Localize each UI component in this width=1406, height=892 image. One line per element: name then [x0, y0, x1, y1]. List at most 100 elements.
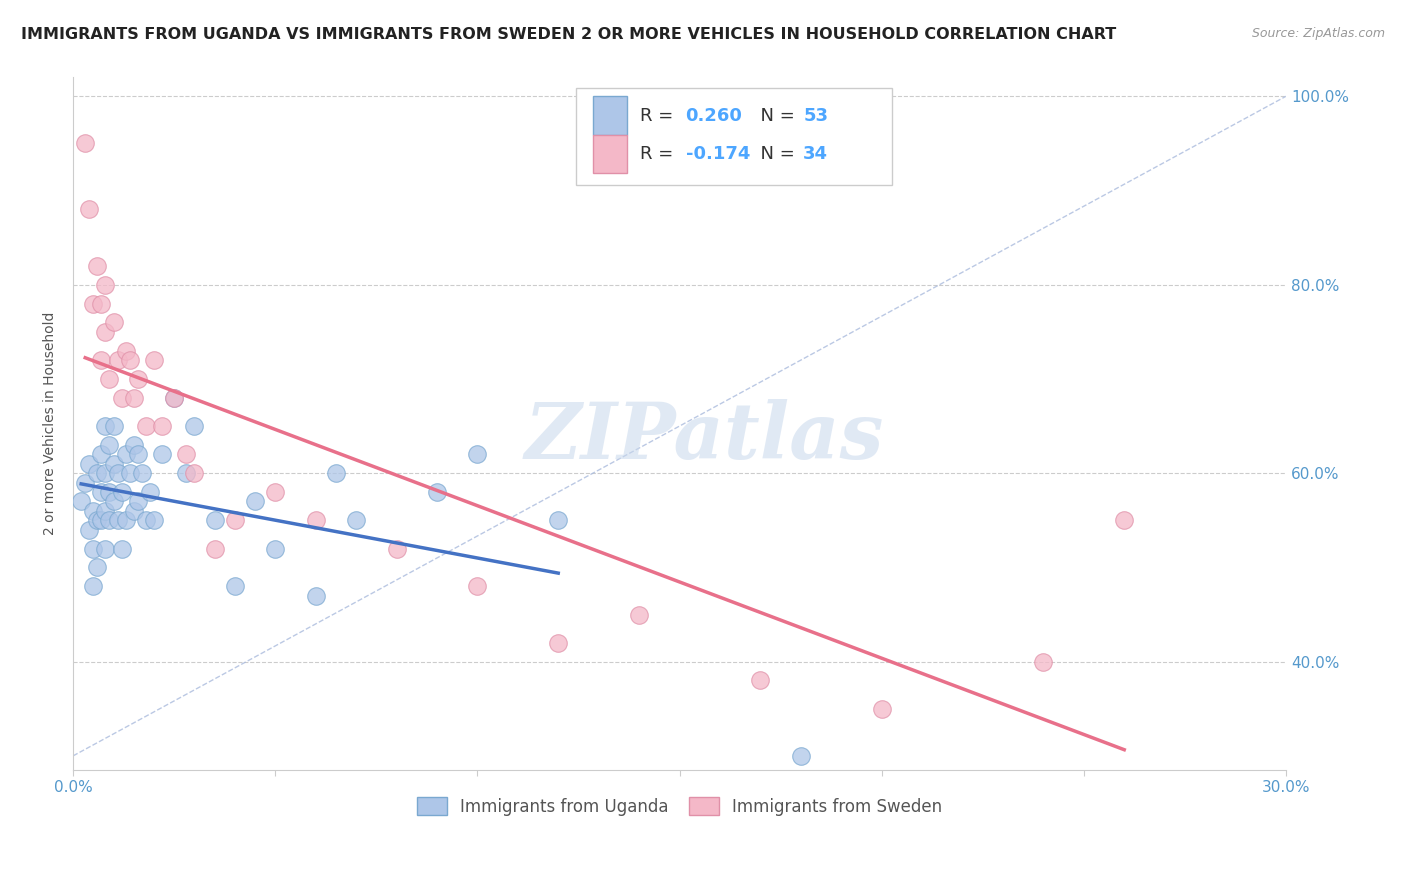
Point — [628, 607, 651, 622]
Point — [790, 748, 813, 763]
Point — [142, 353, 165, 368]
Point — [90, 485, 112, 500]
Text: N =: N = — [748, 106, 800, 125]
Point — [103, 419, 125, 434]
Point — [131, 466, 153, 480]
Legend: Immigrants from Uganda, Immigrants from Sweden: Immigrants from Uganda, Immigrants from … — [409, 789, 950, 824]
FancyBboxPatch shape — [576, 87, 891, 185]
FancyBboxPatch shape — [593, 135, 627, 173]
Point — [385, 541, 408, 556]
Point — [110, 541, 132, 556]
Point — [86, 513, 108, 527]
Point — [103, 315, 125, 329]
Point — [183, 466, 205, 480]
Point — [118, 466, 141, 480]
Point — [107, 466, 129, 480]
Point — [103, 494, 125, 508]
FancyBboxPatch shape — [593, 96, 627, 135]
Point — [204, 541, 226, 556]
Point — [467, 579, 489, 593]
Point — [127, 372, 149, 386]
Point — [135, 513, 157, 527]
Point — [98, 485, 121, 500]
Point — [325, 466, 347, 480]
Point — [90, 513, 112, 527]
Point — [98, 438, 121, 452]
Point — [82, 579, 104, 593]
Point — [86, 560, 108, 574]
Point — [98, 513, 121, 527]
Point — [1032, 655, 1054, 669]
Text: R =: R = — [640, 145, 679, 162]
Point — [174, 466, 197, 480]
Point — [94, 466, 117, 480]
Point — [82, 504, 104, 518]
Point — [110, 485, 132, 500]
Point — [94, 504, 117, 518]
Point — [77, 202, 100, 217]
Point — [110, 391, 132, 405]
Point — [98, 372, 121, 386]
Point — [103, 457, 125, 471]
Point — [224, 513, 246, 527]
Point — [114, 447, 136, 461]
Point — [90, 296, 112, 310]
Point — [150, 419, 173, 434]
Point — [82, 296, 104, 310]
Point — [114, 513, 136, 527]
Point — [243, 494, 266, 508]
Point — [77, 457, 100, 471]
Text: IMMIGRANTS FROM UGANDA VS IMMIGRANTS FROM SWEDEN 2 OR MORE VEHICLES IN HOUSEHOLD: IMMIGRANTS FROM UGANDA VS IMMIGRANTS FRO… — [21, 27, 1116, 42]
Point — [163, 391, 186, 405]
Point — [224, 579, 246, 593]
Point — [139, 485, 162, 500]
Point — [107, 353, 129, 368]
Point — [75, 136, 97, 151]
Point — [344, 513, 367, 527]
Point — [142, 513, 165, 527]
Point — [94, 541, 117, 556]
Point — [114, 343, 136, 358]
Text: N =: N = — [748, 145, 800, 162]
Point — [86, 466, 108, 480]
Point — [1114, 513, 1136, 527]
Text: ZIPatlas: ZIPatlas — [524, 400, 883, 475]
Point — [86, 259, 108, 273]
Point — [118, 353, 141, 368]
Point — [264, 485, 287, 500]
Point — [122, 504, 145, 518]
Point — [305, 589, 328, 603]
Point — [127, 494, 149, 508]
Point — [150, 447, 173, 461]
Point — [264, 541, 287, 556]
Point — [305, 513, 328, 527]
Point — [94, 419, 117, 434]
Text: R =: R = — [640, 106, 679, 125]
Text: 34: 34 — [803, 145, 828, 162]
Point — [749, 673, 772, 688]
Y-axis label: 2 or more Vehicles in Household: 2 or more Vehicles in Household — [44, 312, 58, 535]
Text: -0.174: -0.174 — [686, 145, 749, 162]
Point — [94, 277, 117, 292]
Point — [547, 636, 569, 650]
Point — [547, 513, 569, 527]
Point — [204, 513, 226, 527]
Text: 53: 53 — [803, 106, 828, 125]
Point — [122, 438, 145, 452]
Point — [467, 447, 489, 461]
Text: Source: ZipAtlas.com: Source: ZipAtlas.com — [1251, 27, 1385, 40]
Point — [127, 447, 149, 461]
Point — [426, 485, 449, 500]
Point — [107, 513, 129, 527]
Point — [183, 419, 205, 434]
Point — [82, 541, 104, 556]
Point — [870, 702, 893, 716]
Point — [90, 447, 112, 461]
Point — [174, 447, 197, 461]
Point — [90, 353, 112, 368]
Point — [122, 391, 145, 405]
Point — [75, 475, 97, 490]
Point — [135, 419, 157, 434]
Point — [94, 325, 117, 339]
Text: 0.260: 0.260 — [686, 106, 742, 125]
